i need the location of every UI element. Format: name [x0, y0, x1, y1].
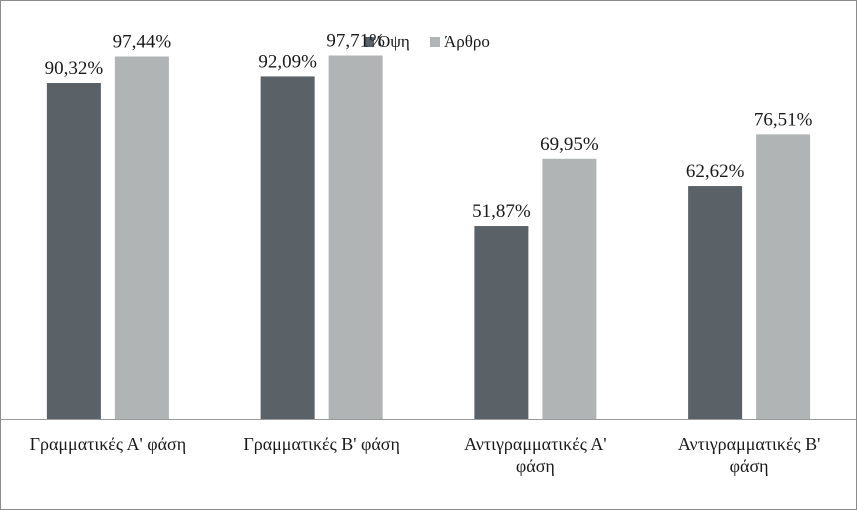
- data-labels-group: 90,32% 97,44% 92,09% 97,71% 51,87% 69,95% 62,6…: [45, 31, 813, 223]
- bar-series2-3: [542, 158, 597, 419]
- bars-group: [46, 55, 811, 420]
- data-label-series2-2: 97,71%: [326, 31, 385, 52]
- bar-series2-4: [756, 134, 811, 419]
- data-label-series1-1: 90,32%: [45, 58, 104, 79]
- data-label-series1-3: 51,87%: [472, 201, 531, 222]
- bar-series1-3: [474, 226, 529, 419]
- category-labels-group: Γραμματικές Α' φάση Γραμματικές Β' φάση Αν…: [30, 434, 821, 476]
- category-label-1: Γραμματικές Α' φάση: [30, 434, 187, 454]
- legend-swatch-1: [364, 37, 374, 47]
- legend-swatch-2: [430, 37, 440, 47]
- category-label-3: Αντιγραμματικές Α' φάση: [464, 434, 607, 476]
- bar-series1-2: [260, 76, 315, 419]
- bar-series2-1: [114, 56, 169, 420]
- category-label-4: Αντιγραμματικές Β' φάση: [678, 434, 821, 476]
- data-label-series1-4: 62,62%: [686, 161, 745, 182]
- data-label-series2-3: 69,95%: [540, 134, 599, 155]
- bar-series1-1: [46, 83, 101, 420]
- data-label-series2-4: 76,51%: [754, 109, 813, 130]
- bar-series1-4: [688, 186, 743, 419]
- data-label-series1-2: 92,09%: [258, 51, 317, 72]
- legend-label-1: Όψη: [377, 32, 410, 51]
- legend: Όψη Άρθρο: [364, 32, 490, 51]
- data-label-series2-1: 97,44%: [113, 32, 172, 53]
- bar-series2-2: [328, 55, 383, 419]
- category-label-2: Γραμματικές Β' φάση: [243, 434, 400, 454]
- legend-label-2: Άρθρο: [444, 32, 490, 51]
